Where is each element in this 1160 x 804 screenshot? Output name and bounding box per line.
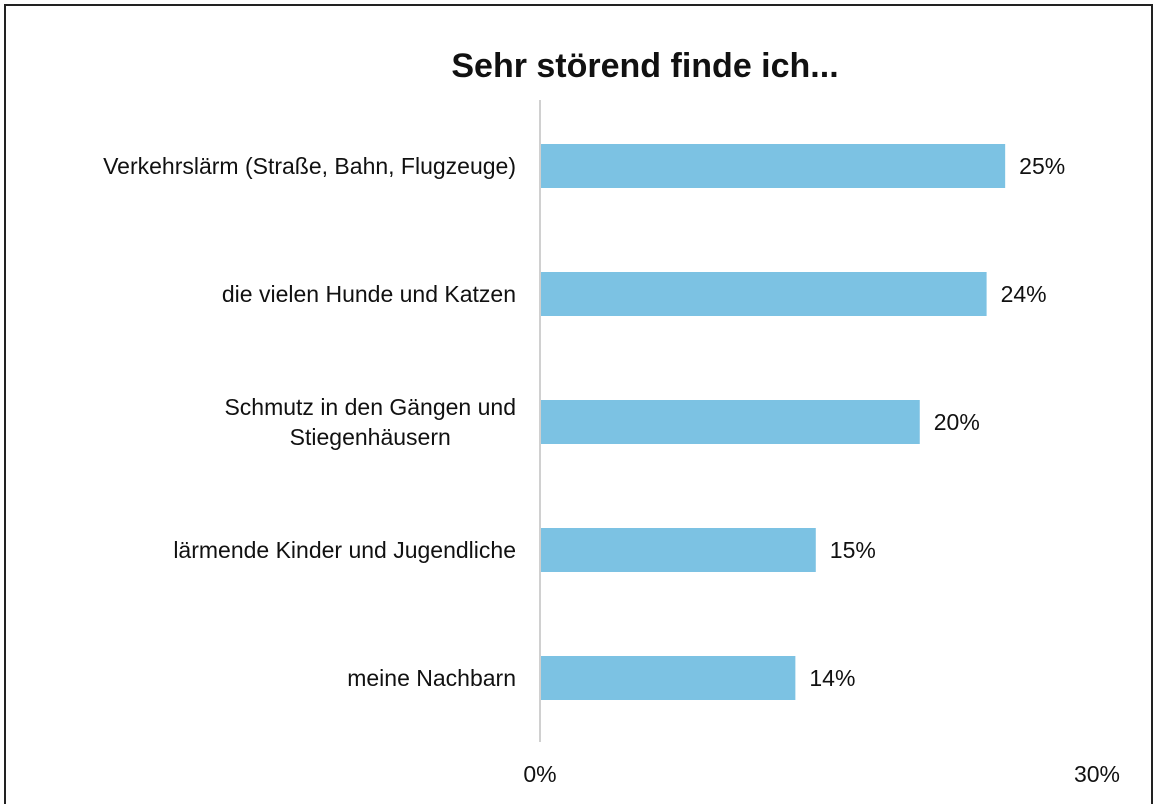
x-tick-label: 30%: [1074, 761, 1120, 787]
category-label: Schmutz in den Gängen und Stiegenhäusern: [224, 394, 516, 450]
category-label: meine Nachbarn: [347, 665, 516, 691]
x-tick-label: 0%: [523, 761, 556, 787]
category-label: lärmende Kinder und Jugendliche: [173, 537, 516, 563]
value-label: 24%: [1001, 281, 1047, 307]
bar: [541, 400, 920, 444]
value-label: 15%: [830, 537, 876, 563]
chart-title: Sehr störend finde ich...: [451, 47, 838, 85]
bar: [541, 528, 816, 572]
value-label: 14%: [809, 665, 855, 691]
frame-border: [4, 4, 1153, 804]
bar: [541, 272, 987, 316]
category-label: Verkehrslärm (Straße, Bahn, Flugzeuge): [103, 153, 516, 179]
value-label: 25%: [1019, 153, 1065, 179]
category-label: die vielen Hunde und Katzen: [221, 281, 516, 307]
value-label: 20%: [934, 409, 980, 435]
bar: [541, 144, 1006, 188]
bar: [541, 656, 796, 700]
